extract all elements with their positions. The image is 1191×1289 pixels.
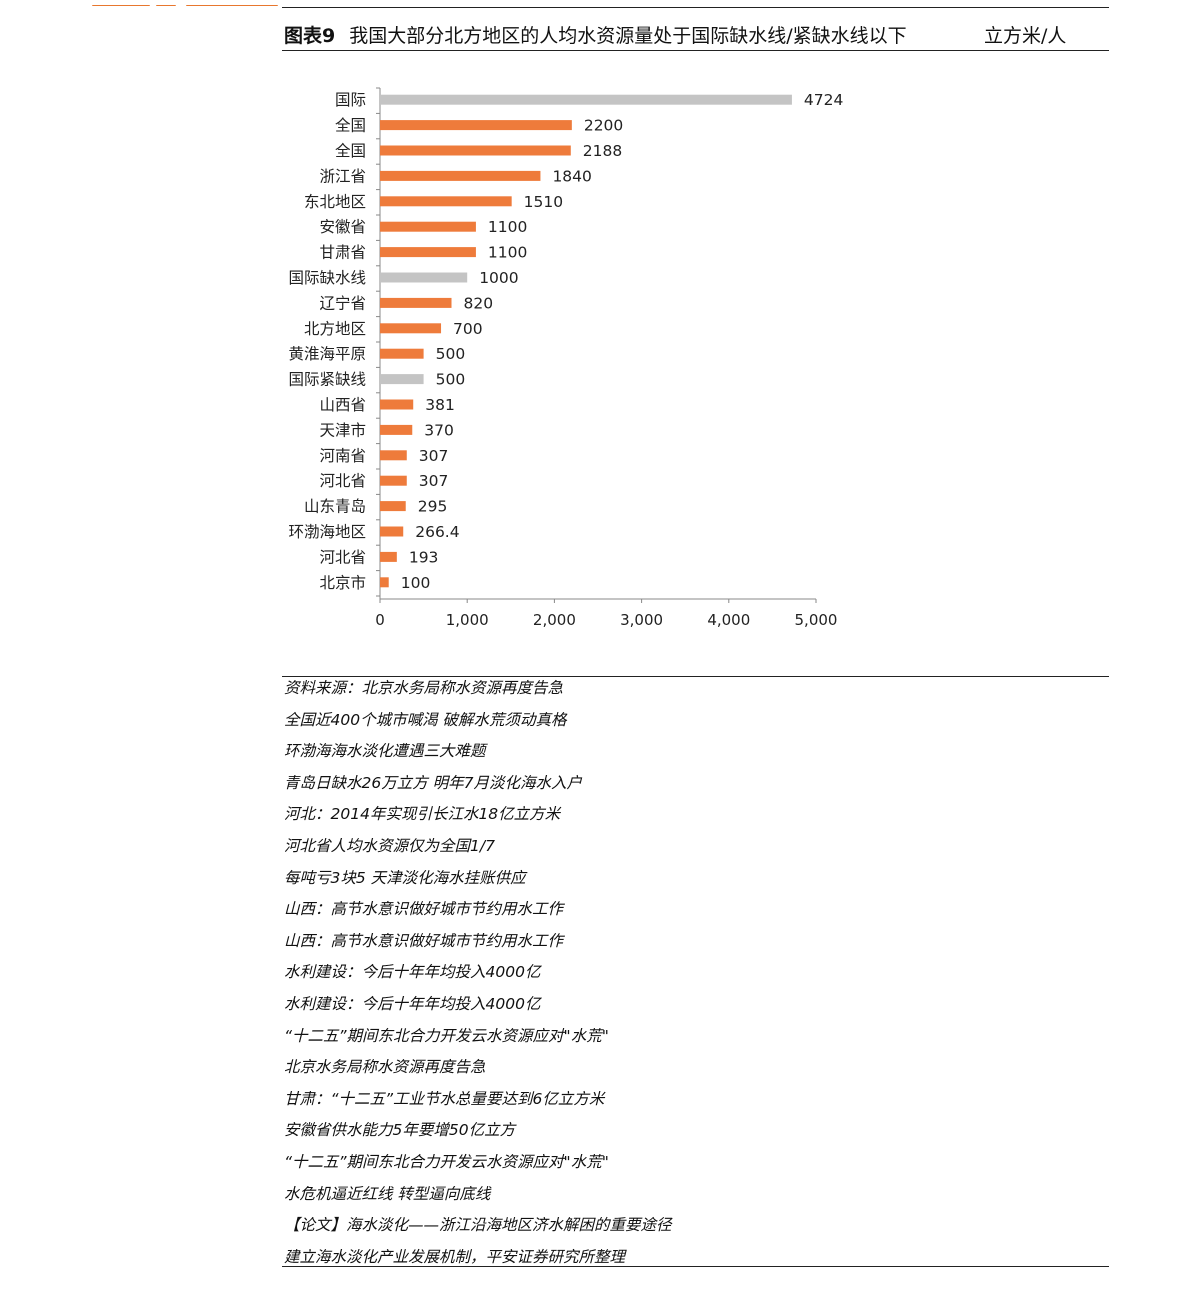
- category-label: 全国: [335, 117, 366, 135]
- data-label: 2188: [583, 142, 622, 160]
- category-label: 山西省: [319, 396, 366, 414]
- data-label: 193: [409, 548, 439, 566]
- category-label: 东北地区: [304, 193, 366, 211]
- category-label: 黄淮海平原: [288, 345, 366, 363]
- x-tick-label: 3,000: [620, 611, 663, 629]
- data-label: 381: [425, 396, 455, 414]
- bar: [380, 577, 389, 588]
- source-line: 河北省人均水资源仅为全国1/7: [284, 836, 495, 855]
- data-label: 307: [419, 472, 449, 490]
- category-label: 河北省: [319, 472, 366, 490]
- category-label: 河北省: [319, 548, 366, 566]
- category-label: 国际缺水线: [288, 269, 366, 287]
- data-label: 2200: [584, 117, 623, 135]
- source-line: 建立海水淡化产业发展机制，平安证券研究所整理: [284, 1247, 626, 1266]
- category-label: 辽宁省: [319, 294, 366, 312]
- bar: [380, 501, 406, 512]
- bar: [380, 170, 541, 181]
- bar-chart: 0 1,000 2,000 3,000 4,000 5,000 国际 4724 全国 2200 全国…: [288, 87, 843, 629]
- figure-unit: 立方米/人: [984, 25, 1067, 47]
- x-tick-label: 2,000: [533, 611, 576, 629]
- bar: [380, 94, 792, 105]
- data-label: 700: [453, 320, 483, 338]
- source-list: 资料来源：北京水务局称水资源再度告急 全国近400个城市喊渴 破解水荒须动真格 环渤…: [284, 676, 1104, 1276]
- figure-title-row: 图表9 我国大部分北方地区的人均水资源量处于国际缺水线/紧缺水线以下 立方米/人: [284, 22, 1108, 50]
- header-logo-fragment: [92, 0, 307, 6]
- bar: [380, 374, 424, 385]
- figure-title: 我国大部分北方地区的人均水资源量处于国际缺水线/紧缺水线以下: [349, 25, 907, 47]
- bar: [380, 526, 404, 537]
- data-label: 370: [424, 421, 454, 439]
- bar: [380, 196, 512, 207]
- source-line: 资料来源：北京水务局称水资源再度告急: [284, 679, 564, 697]
- x-tick-label: 0: [375, 611, 385, 629]
- bar: [380, 221, 476, 232]
- category-label: 天津市: [319, 421, 366, 439]
- data-label: 1000: [479, 269, 518, 287]
- data-label: 1510: [524, 193, 563, 211]
- source-line: “十二五”期间东北合力开发云水资源应对"水荒": [284, 1026, 609, 1045]
- category-label: 浙江省: [319, 167, 366, 185]
- category-label: 国际紧缺线: [288, 371, 366, 389]
- source-line: 山西：高节水意识做好城市节约用水工作: [284, 931, 564, 950]
- top-rule: [282, 7, 1109, 8]
- source-line: 河北：2014年实现引长江水18亿立方米: [284, 805, 561, 824]
- data-label: 500: [436, 345, 466, 363]
- bar: [380, 450, 407, 461]
- source-line: 【论文】海水淡化——浙江沿海地区济水解困的重要途径: [284, 1216, 672, 1235]
- source-line: 全国近400个城市喊渴 破解水荒须动真格: [284, 710, 567, 729]
- bar: [380, 297, 452, 308]
- data-label: 1100: [488, 218, 527, 236]
- category-label: 甘肃省: [319, 244, 366, 262]
- bar: [380, 247, 476, 258]
- source-line: 环渤海海水淡化遭遇三大难题: [284, 742, 486, 761]
- x-tick-label: 4,000: [707, 611, 750, 629]
- category-label: 北京市: [319, 574, 366, 592]
- x-tick-label: 5,000: [795, 611, 838, 629]
- data-label: 1100: [488, 244, 527, 262]
- bar: [380, 323, 442, 334]
- data-label: 820: [464, 294, 494, 312]
- bar: [380, 424, 413, 435]
- figure-label: 图表9: [284, 25, 336, 47]
- category-label: 北方地区: [304, 320, 366, 338]
- source-line: 青岛日缺水26万立方 明年7月淡化海水入户: [284, 773, 583, 792]
- bar: [380, 475, 407, 486]
- category-label: 河南省: [319, 447, 366, 465]
- source-line: 水利建设：今后十年年均投入4000亿: [284, 963, 541, 982]
- title-rule: [282, 50, 1109, 51]
- bar: [380, 551, 397, 562]
- bar: [380, 145, 571, 156]
- bar: [380, 399, 414, 410]
- source-rule: [282, 676, 1109, 677]
- source-line: 水危机逼近红线 转型逼向底线: [284, 1184, 491, 1203]
- category-label: 安徽省: [319, 218, 366, 236]
- bar: [380, 120, 572, 131]
- bar: [380, 272, 468, 283]
- source-line: 北京水务局称水资源再度告急: [284, 1058, 486, 1077]
- data-label: 1840: [552, 167, 591, 185]
- bar: [380, 348, 424, 359]
- bottom-rule: [282, 1266, 1109, 1267]
- source-line: 水利建设：今后十年年均投入4000亿: [284, 994, 541, 1013]
- data-label: 295: [418, 498, 448, 516]
- source-line: 安徽省供水能力5年要增50亿立方: [284, 1121, 516, 1140]
- category-label: 山东青岛: [304, 498, 366, 516]
- data-label: 307: [419, 447, 449, 465]
- data-label: 266.4: [415, 523, 459, 541]
- source-line: 山西：高节水意识做好城市节约用水工作: [284, 900, 564, 919]
- x-tick-label: 1,000: [446, 611, 489, 629]
- category-label: 国际: [335, 91, 366, 109]
- data-label: 4724: [804, 91, 843, 109]
- source-line: “十二五”期间东北合力开发云水资源应对"水荒": [284, 1152, 609, 1171]
- category-label: 全国: [335, 142, 366, 160]
- category-label: 环渤海地区: [288, 523, 366, 541]
- source-line: 甘肃：“十二五”工业节水总量要达到6亿立方米: [284, 1089, 605, 1108]
- source-line: 每吨亏3块5 天津淡化海水挂账供应: [284, 868, 526, 887]
- data-label: 100: [401, 574, 431, 592]
- data-label: 500: [436, 371, 466, 389]
